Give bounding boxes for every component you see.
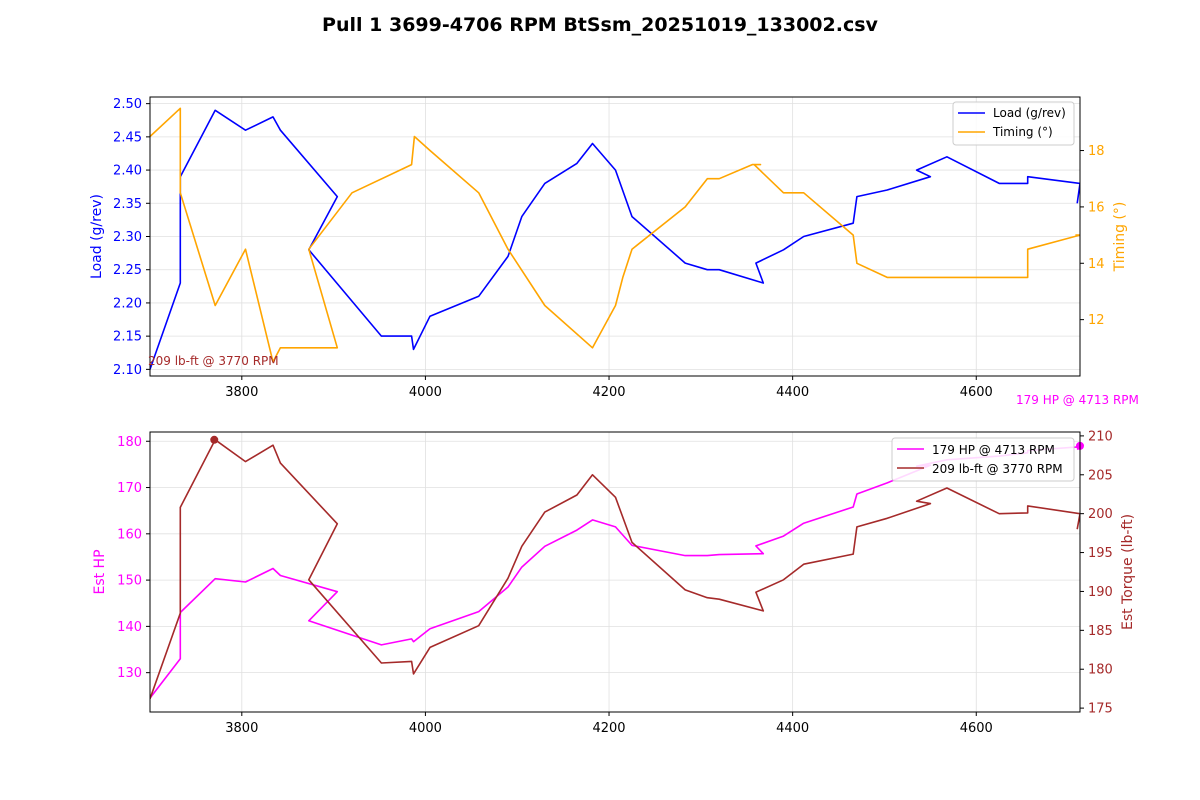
- x-tick-label: 3800: [225, 721, 258, 736]
- right-tick-label: 14: [1088, 257, 1105, 272]
- left-tick-label: 170: [117, 481, 142, 496]
- left-tick-label: 2.40: [113, 164, 142, 179]
- right-tick-label: 175: [1088, 702, 1113, 717]
- left-tick-label: 2.45: [113, 130, 142, 145]
- left-tick-label: 2.50: [113, 97, 142, 112]
- top-legend: Load (g/rev) Timing (°): [952, 101, 1075, 146]
- torque-axis-label: Est Torque (lb-ft): [1120, 514, 1136, 630]
- left-tick-label: 2.15: [113, 330, 142, 345]
- series-line-209-lb-ft-3770-rpm: [150, 438, 1080, 700]
- x-tick-label: 4200: [592, 385, 625, 400]
- bottom-plot-frame: [149, 431, 1081, 713]
- left-tick-label: 2.25: [113, 263, 142, 278]
- legend-torque-label: 209 lb-ft @ 3770 RPM: [932, 462, 1063, 476]
- legend-timing-label: Timing (°): [992, 125, 1053, 139]
- right-tick-label: 12: [1088, 313, 1105, 328]
- hp-peak-annotation: 179 HP @ 4713 RPM: [1016, 393, 1139, 407]
- left-tick-label: 2.30: [113, 230, 142, 245]
- legend-load-label: Load (g/rev): [993, 106, 1066, 120]
- load-axis-label: Load (g/rev): [89, 194, 105, 279]
- x-tick-label: 4000: [409, 721, 442, 736]
- right-tick-label: 195: [1088, 546, 1113, 561]
- right-tick-label: 210: [1088, 429, 1113, 444]
- timing-axis-label: Timing (°): [1112, 202, 1128, 273]
- chart-title: Pull 1 3699-4706 RPM BtSsm_20251019_1330…: [322, 14, 878, 36]
- x-tick-label: 3800: [225, 385, 258, 400]
- left-tick-label: 180: [117, 435, 142, 450]
- peak-marker: [210, 435, 219, 444]
- right-tick-label: 18: [1088, 144, 1105, 159]
- left-tick-label: 150: [117, 574, 142, 589]
- left-tick-label: 130: [117, 666, 142, 681]
- legend-hp-label: 179 HP @ 4713 RPM: [932, 443, 1055, 457]
- right-tick-label: 185: [1088, 624, 1113, 639]
- right-tick-label: 190: [1088, 585, 1113, 600]
- x-tick-label: 4600: [960, 721, 993, 736]
- bottom-legend: 179 HP @ 4713 RPM 209 lb-ft @ 3770 RPM: [891, 437, 1075, 482]
- x-tick-label: 4200: [592, 721, 625, 736]
- top-plot-panel: 3800 4000 4200 4400 4600 2.10 2.15 2.20 2.25 2.3…: [89, 96, 1139, 407]
- series-line-timing: [150, 107, 1080, 363]
- right-tick-label: 16: [1088, 200, 1105, 215]
- left-tick-label: 2.10: [113, 363, 142, 378]
- right-tick-label: 180: [1088, 663, 1113, 678]
- torque-peak-annotation: 209 lb-ft @ 3770 RPM: [148, 354, 279, 368]
- right-tick-label: 205: [1088, 468, 1113, 483]
- left-tick-label: 160: [117, 527, 142, 542]
- x-tick-label: 4400: [776, 385, 809, 400]
- hp-axis-label: Est HP: [92, 549, 108, 594]
- x-tick-label: 4600: [960, 385, 993, 400]
- left-tick-label: 2.35: [113, 197, 142, 212]
- left-tick-label: 140: [117, 620, 142, 635]
- series-line-load-g-rev: [150, 109, 1080, 370]
- x-tick-label: 4000: [409, 385, 442, 400]
- right-tick-label: 200: [1088, 507, 1113, 522]
- x-tick-label: 4400: [776, 721, 809, 736]
- left-tick-label: 2.20: [113, 296, 142, 311]
- bottom-plot-panel: 3800 4000 4200 4400 4600 130140150160170180 …: [92, 429, 1136, 736]
